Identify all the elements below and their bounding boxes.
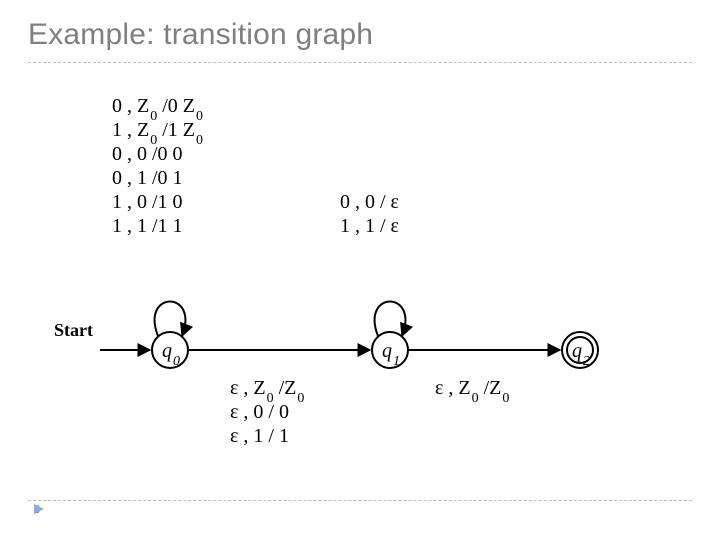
transition-graph: 0 , Z0 /0 Z0 1 , Z0 /1 Z0 0 , 0 /0 0 0 ,… <box>40 90 660 490</box>
slide: Example: transition graph 0 , Z0 /0 Z0 1… <box>0 0 720 540</box>
footer-rule <box>28 500 692 501</box>
q2-node-inner <box>567 337 593 363</box>
q1-self-loop <box>375 302 406 337</box>
slide-title: Example: transition graph <box>28 18 373 52</box>
q0-node <box>152 332 188 368</box>
page-marker-icon <box>34 504 44 514</box>
graph-svg <box>40 90 660 490</box>
q0-self-loop <box>155 302 186 337</box>
title-rule <box>28 62 692 63</box>
page-number-wrap: 5 <box>34 504 40 516</box>
q1-node <box>372 332 408 368</box>
